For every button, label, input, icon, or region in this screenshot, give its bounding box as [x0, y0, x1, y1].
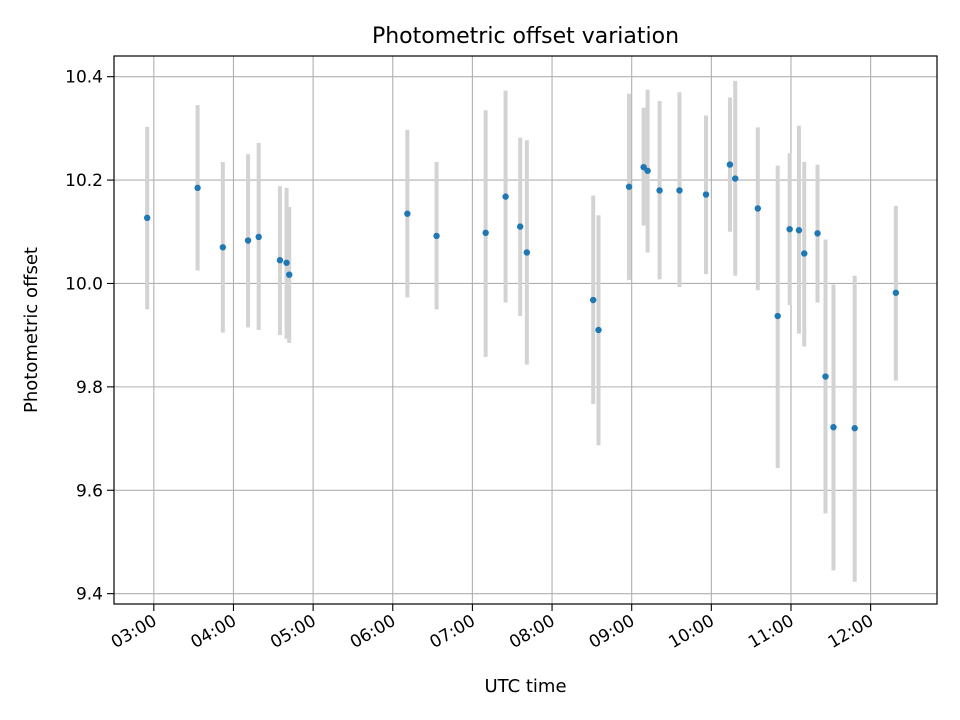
- data-point: [244, 237, 252, 244]
- data-points: [143, 161, 900, 432]
- y-axis-label: Photometric offset: [21, 247, 42, 413]
- axes-frame: [113, 55, 938, 605]
- data-point: [255, 233, 262, 241]
- data-point: [795, 227, 803, 234]
- data-point: [625, 183, 633, 190]
- data-point: [404, 210, 411, 217]
- y-tick-label: 9.4: [76, 585, 103, 605]
- y-tick-label: 10.2: [65, 171, 103, 191]
- data-point: [595, 326, 602, 334]
- data-point: [814, 230, 821, 237]
- data-point: [830, 423, 837, 431]
- data-point: [644, 167, 651, 174]
- data-point: [589, 296, 597, 304]
- data-point: [523, 249, 531, 256]
- data-point: [676, 187, 683, 194]
- chart-title: Photometric offset variation: [372, 24, 679, 49]
- y-tick-label: 9.6: [76, 481, 103, 501]
- data-point: [656, 187, 663, 194]
- data-point: [892, 289, 900, 296]
- data-point: [822, 373, 829, 380]
- data-point: [433, 232, 440, 240]
- data-point: [286, 271, 293, 278]
- data-point: [276, 257, 284, 264]
- data-point: [726, 161, 734, 168]
- data-point: [702, 191, 710, 198]
- y-tick-label: 9.8: [76, 378, 103, 398]
- y-tick-label: 10.4: [65, 68, 103, 88]
- data-point: [283, 259, 290, 266]
- data-point: [516, 223, 524, 230]
- y-axis-ticks: 9.4 9.6 9.8 10.0 10.2 10.4: [65, 68, 114, 605]
- data-point: [732, 175, 739, 182]
- x-axis-label: UTC time: [484, 676, 566, 697]
- data-point: [801, 250, 808, 257]
- y-tick-label: 10.0: [65, 274, 103, 294]
- data-point: [482, 229, 489, 237]
- data-point: [774, 312, 781, 320]
- data-point: [143, 214, 151, 222]
- data-point: [754, 205, 761, 212]
- data-point: [194, 184, 201, 192]
- data-point: [851, 425, 858, 432]
- data-point: [502, 193, 509, 200]
- data-point: [219, 244, 227, 251]
- data-point: [786, 225, 793, 233]
